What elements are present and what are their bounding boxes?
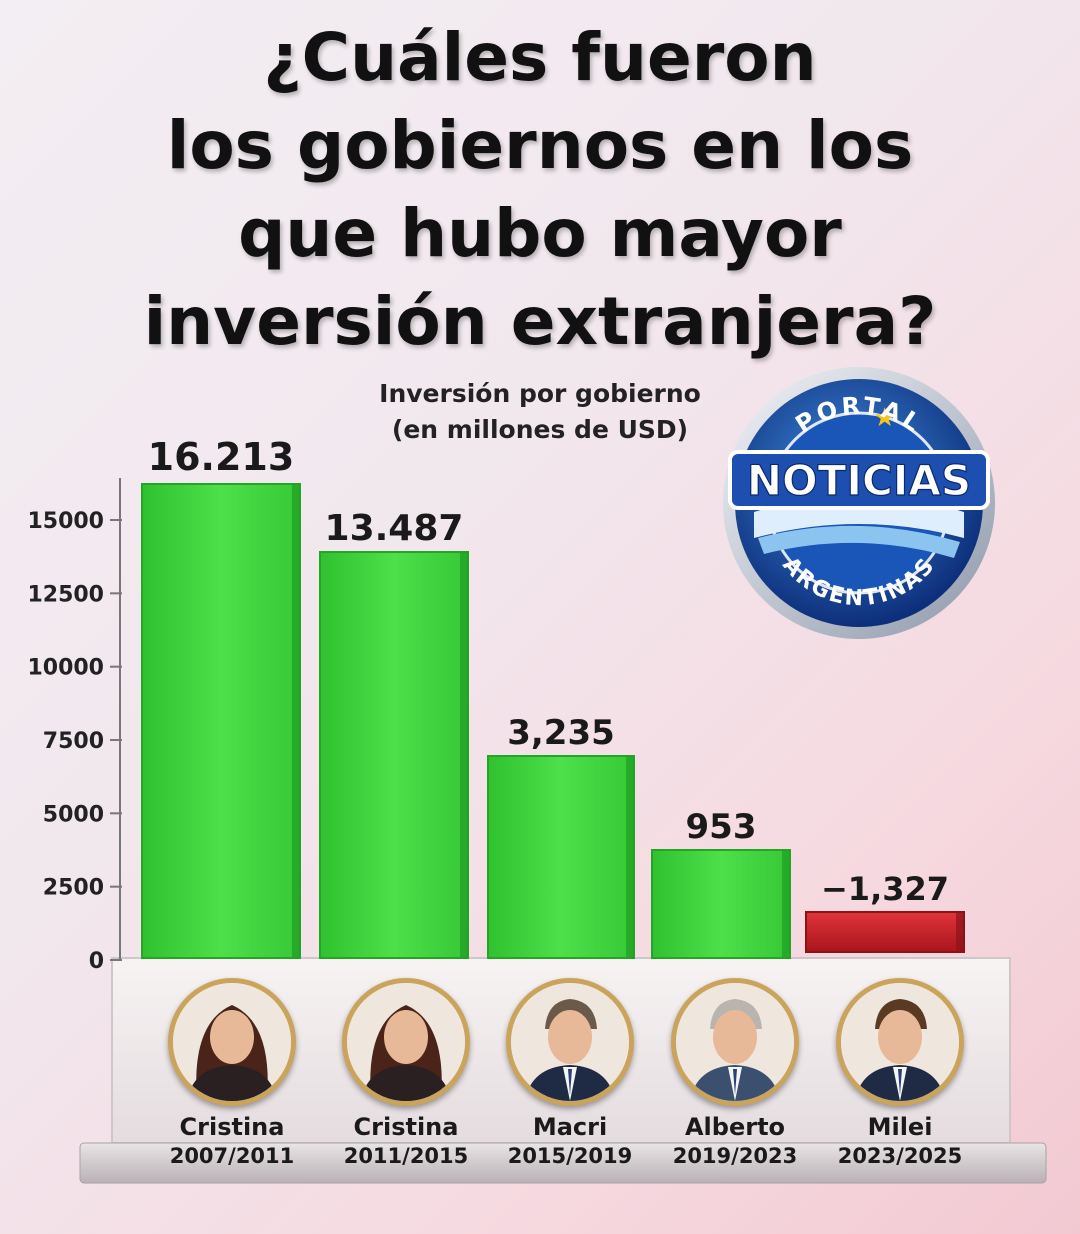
- person-card: Milei 2023/2025: [815, 978, 985, 1170]
- data-labels-group: 16.213 13.487 3,235 953 −1,327: [148, 435, 949, 908]
- star-icon: ★: [873, 403, 896, 433]
- y-axis: 0 2500 5000 7500 10000 12500 15000: [27, 478, 122, 974]
- bar-2: [319, 551, 469, 959]
- person-period: 2011/2015: [343, 1144, 469, 1168]
- bar-value-label: −1,327: [821, 870, 949, 908]
- bar-3: [487, 755, 635, 959]
- woman-portrait-icon: [168, 978, 296, 1106]
- y-tick-label: 0: [89, 949, 104, 974]
- man-portrait-icon: [836, 978, 964, 1106]
- y-tick-label: 12500: [27, 582, 104, 607]
- woman-portrait-icon: [342, 978, 470, 1106]
- bar-side-shade: [292, 484, 300, 958]
- logo-middle-text: NOTICIAS: [747, 456, 971, 505]
- person-name: Macri: [532, 1113, 608, 1141]
- person-name: Cristina: [353, 1113, 459, 1141]
- subtitle-line: (en millones de USD): [391, 415, 689, 444]
- subtitle-line: Inversión por gobierno: [379, 379, 701, 408]
- man-portrait-icon: [671, 978, 799, 1106]
- bar-side-shade: [782, 850, 790, 958]
- chart-subtitle: Inversión por gobierno (en millones de U…: [330, 376, 750, 448]
- y-tick-label: 5000: [43, 802, 104, 827]
- bars-group: [141, 483, 965, 959]
- bar-side-shade: [956, 912, 964, 952]
- portal-noticias-argentinas-logo: ★ NOTICIAS PORTAL ARGENTINAS: [723, 367, 995, 639]
- title-line: inversión extranjera?: [143, 283, 937, 360]
- y-tick-label: 10000: [27, 656, 104, 681]
- y-tick-label: 2500: [43, 876, 104, 901]
- person-period: 2015/2019: [507, 1144, 633, 1168]
- title-line: ¿Cuáles fueron: [263, 19, 817, 96]
- person-period: 2023/2025: [837, 1144, 963, 1168]
- person-card: Cristina 2007/2011: [147, 978, 317, 1170]
- chart-platform: [79, 1142, 1047, 1184]
- bar-5: [805, 911, 965, 953]
- person-period: 2019/2023: [672, 1144, 798, 1168]
- bar-value-label: 3,235: [507, 713, 615, 753]
- man-portrait-icon: [506, 978, 634, 1106]
- person-card: Cristina 2011/2015: [321, 978, 491, 1170]
- y-tick-label: 15000: [27, 509, 104, 534]
- person-name: Cristina: [179, 1113, 285, 1141]
- bar-side-shade: [460, 552, 468, 958]
- bar-value-label: 13.487: [325, 508, 464, 549]
- person-name: Alberto: [684, 1113, 786, 1141]
- y-tick-label: 7500: [43, 729, 104, 754]
- bar-value-label: 16.213: [148, 435, 295, 479]
- person-name: Milei: [867, 1113, 933, 1141]
- bar-4: [651, 849, 791, 959]
- title-line: los gobiernos en los: [166, 107, 914, 184]
- bar-1: [141, 483, 301, 959]
- person-period: 2007/2011: [169, 1144, 295, 1168]
- bar-side-shade: [626, 756, 634, 958]
- page-title: ¿Cuáles fueron los gobiernos en los que …: [60, 14, 1020, 366]
- person-card: Alberto 2019/2023: [650, 978, 820, 1170]
- person-card: Macri 2015/2019: [485, 978, 655, 1170]
- title-line: que hubo mayor: [238, 195, 842, 272]
- bar-value-label: 953: [686, 807, 757, 847]
